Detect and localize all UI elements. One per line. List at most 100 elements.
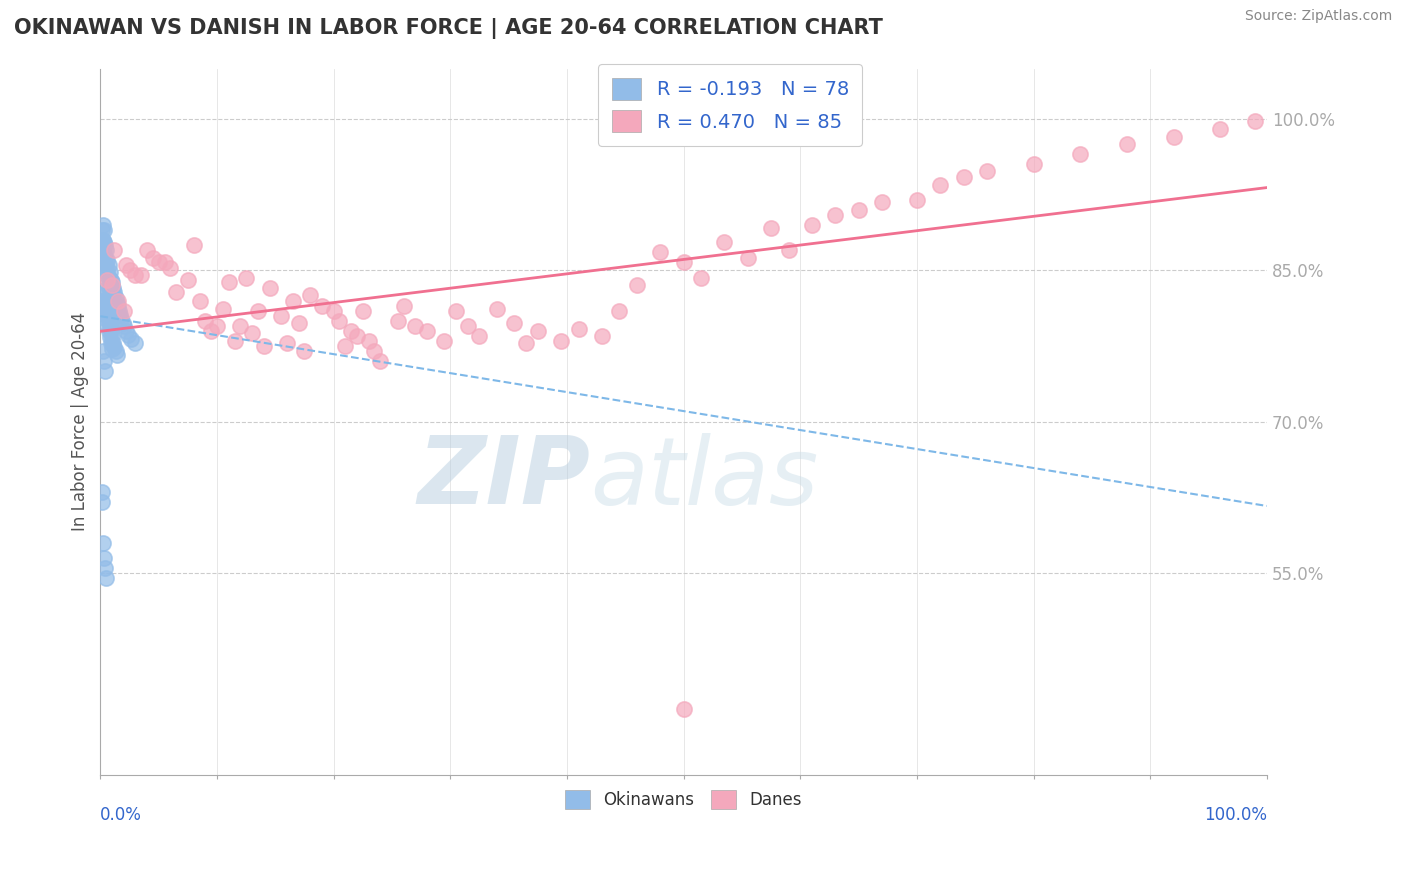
Point <box>148 255 170 269</box>
Point <box>240 326 263 340</box>
Point <box>294 343 316 358</box>
Point <box>94 293 117 308</box>
Point <box>165 285 187 300</box>
Point <box>1209 122 1232 136</box>
Point <box>778 243 800 257</box>
Point <box>1069 147 1091 161</box>
Point <box>118 263 141 277</box>
Point <box>340 324 363 338</box>
Point <box>1163 130 1185 145</box>
Point <box>433 334 456 348</box>
Point <box>91 343 114 358</box>
Point <box>218 276 240 290</box>
Point <box>457 318 479 333</box>
Point <box>93 550 115 565</box>
Point <box>100 335 122 350</box>
Point <box>905 193 928 207</box>
Point <box>952 170 974 185</box>
Point <box>101 276 124 290</box>
Point <box>328 314 350 328</box>
Point <box>229 318 252 333</box>
Point <box>246 303 269 318</box>
Point <box>368 354 391 368</box>
Point <box>96 258 118 272</box>
Point <box>550 334 572 348</box>
Point <box>96 571 118 585</box>
Text: 0.0%: 0.0% <box>100 806 142 824</box>
Point <box>117 327 139 342</box>
Point <box>97 258 120 272</box>
Point <box>1022 157 1045 171</box>
Point <box>93 354 115 368</box>
Point <box>94 238 117 252</box>
Point <box>93 300 115 314</box>
Point <box>322 303 344 318</box>
Point <box>713 235 735 249</box>
Point <box>100 285 122 300</box>
Point <box>737 251 759 265</box>
Point <box>93 245 115 260</box>
Text: atlas: atlas <box>591 433 818 524</box>
Point <box>91 218 114 232</box>
Point <box>976 164 998 178</box>
Point <box>503 316 526 330</box>
Point <box>759 220 782 235</box>
Point <box>91 295 114 310</box>
Point <box>363 343 385 358</box>
Point <box>346 328 368 343</box>
Point <box>94 263 117 277</box>
Point <box>96 268 118 283</box>
Point <box>276 335 298 350</box>
Point <box>90 495 112 509</box>
Point <box>444 303 467 318</box>
Point <box>103 281 125 295</box>
Point <box>104 343 127 358</box>
Point <box>91 243 114 257</box>
Point <box>110 311 132 326</box>
Point <box>97 281 120 295</box>
Point <box>929 178 952 192</box>
Point <box>96 318 118 332</box>
Point <box>672 702 695 716</box>
Point <box>94 561 117 575</box>
Point <box>90 305 112 319</box>
Point <box>392 299 415 313</box>
Point <box>91 535 114 549</box>
Y-axis label: In Labor Force | Age 20-64: In Labor Force | Age 20-64 <box>72 312 89 531</box>
Point <box>416 324 439 338</box>
Point <box>357 334 380 348</box>
Point <box>98 330 121 344</box>
Point <box>93 257 115 271</box>
Point <box>335 339 357 353</box>
Point <box>105 348 128 362</box>
Point <box>96 300 118 314</box>
Point <box>124 268 146 283</box>
Point <box>90 223 112 237</box>
Point <box>111 316 134 330</box>
Point <box>97 271 120 285</box>
Point <box>90 233 112 247</box>
Point <box>387 314 409 328</box>
Point <box>136 243 159 257</box>
Point <box>870 194 893 209</box>
Point <box>200 324 222 338</box>
Point <box>108 303 131 318</box>
Point <box>103 243 125 257</box>
Point <box>101 278 124 293</box>
Point <box>103 335 125 350</box>
Point <box>103 295 125 310</box>
Point <box>194 314 217 328</box>
Point <box>93 287 115 301</box>
Text: 100.0%: 100.0% <box>1204 806 1267 824</box>
Point <box>690 271 713 285</box>
Point <box>1116 137 1139 152</box>
Point <box>205 318 228 333</box>
Point <box>96 253 118 268</box>
Point <box>352 303 374 318</box>
Point <box>568 322 591 336</box>
Point <box>824 208 846 222</box>
Point <box>609 303 631 318</box>
Point <box>103 293 125 308</box>
Point <box>103 340 125 354</box>
Point <box>112 318 135 333</box>
